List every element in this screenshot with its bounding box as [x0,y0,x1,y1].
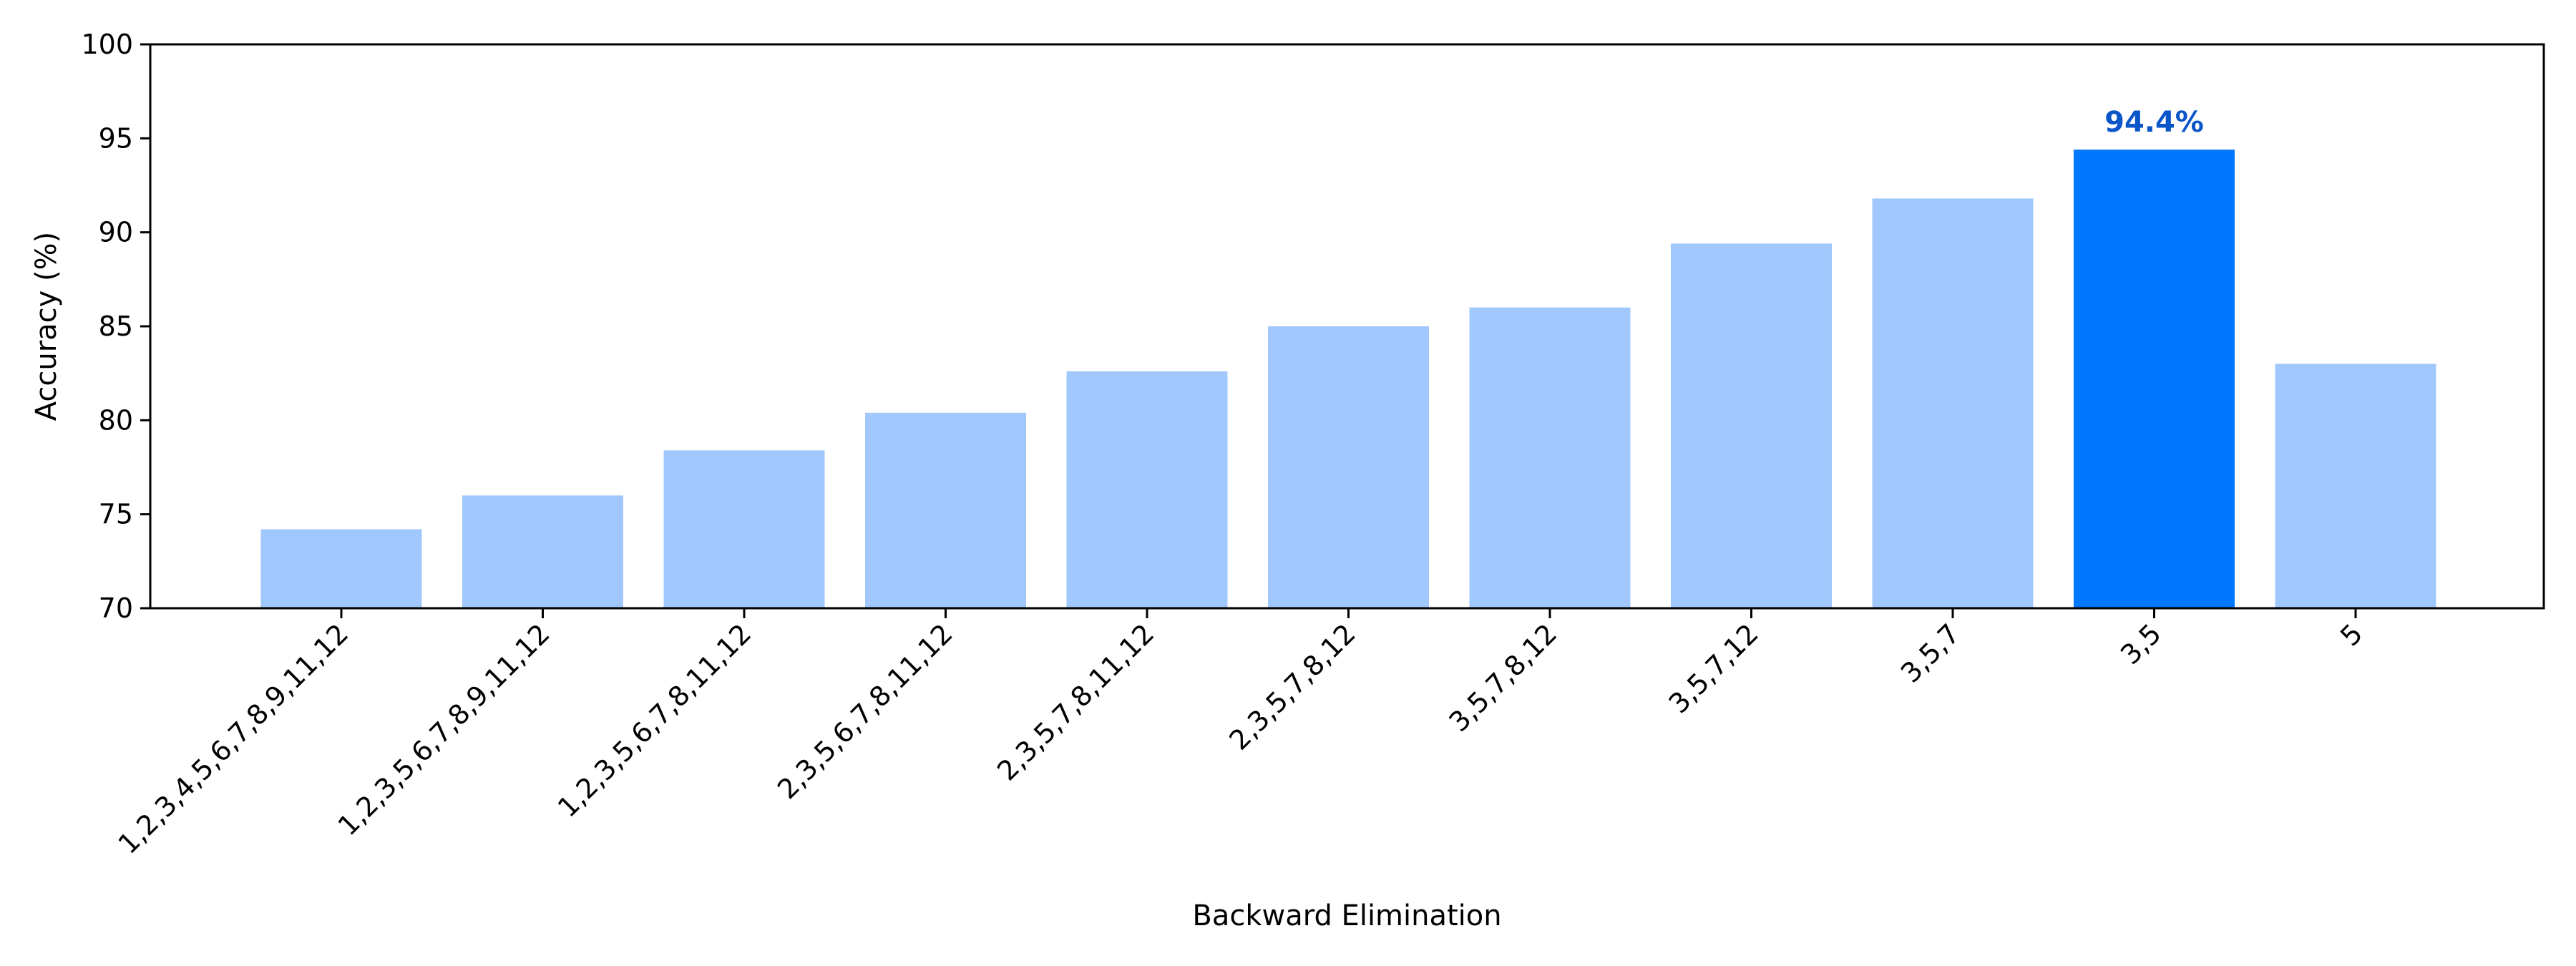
x-tick-label: 2,3,5,7,8,11,12 [991,618,1160,786]
bar-8 [1671,243,1832,608]
y-tick-label: 100 [81,29,133,60]
bar-7 [1469,307,1631,608]
bar-6 [1268,326,1429,608]
x-tick-label: 1,2,3,4,5,6,7,8,9,11,12 [112,618,355,860]
highlight-value-label: 94.4% [2104,106,2204,139]
bar-3 [663,450,825,608]
bar-9 [1872,198,2034,608]
bar-11 [2275,364,2436,608]
x-tick-label: 3,5,7,12 [1663,618,1765,719]
x-tick-label: 1,2,3,5,6,7,8,9,11,12 [332,618,556,841]
x-tick-label: 1,2,3,5,6,7,8,11,12 [552,618,757,823]
y-tick-label: 90 [99,217,133,248]
y-tick-label: 95 [99,122,133,154]
y-tick-label: 80 [99,404,133,436]
y-axis-label: Accuracy (%) [30,232,63,421]
x-axis-label: Backward Elimination [1192,899,1501,932]
bars-layer [260,150,2436,609]
y-tick-label: 75 [99,499,133,530]
y-tick-label: 70 [99,592,133,624]
x-axis: 1,2,3,4,5,6,7,8,9,11,121,2,3,5,6,7,8,9,1… [112,608,2368,860]
x-tick-label: 2,3,5,7,8,12 [1223,618,1361,756]
x-tick-label: 3,5,7,8,12 [1443,618,1563,738]
bar-5 [1066,371,1228,608]
x-tick-label: 2,3,5,6,7,8,11,12 [771,618,959,805]
x-tick-label: 5 [2334,618,2368,652]
y-tick-label: 85 [99,311,133,342]
bar-4 [865,412,1026,608]
bar-1 [260,529,422,608]
bar-10 [2074,150,2235,609]
bar-2 [462,495,623,608]
x-tick-label: 3,5,7 [1895,618,1966,688]
y-axis: 70 75 80 85 90 95 100 [81,29,150,624]
data-labels-layer: 94.4% [2104,106,2204,139]
x-tick-label: 3,5 [2114,618,2167,670]
